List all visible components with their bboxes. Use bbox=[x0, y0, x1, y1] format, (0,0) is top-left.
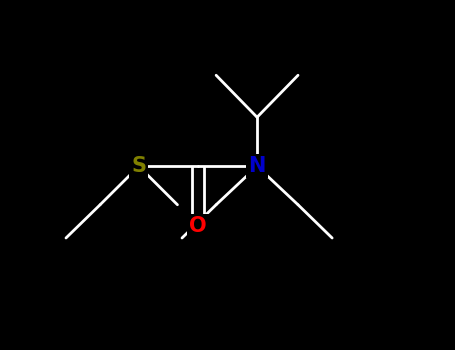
Text: N: N bbox=[248, 156, 266, 176]
Text: O: O bbox=[189, 216, 207, 236]
Text: S: S bbox=[131, 156, 146, 176]
